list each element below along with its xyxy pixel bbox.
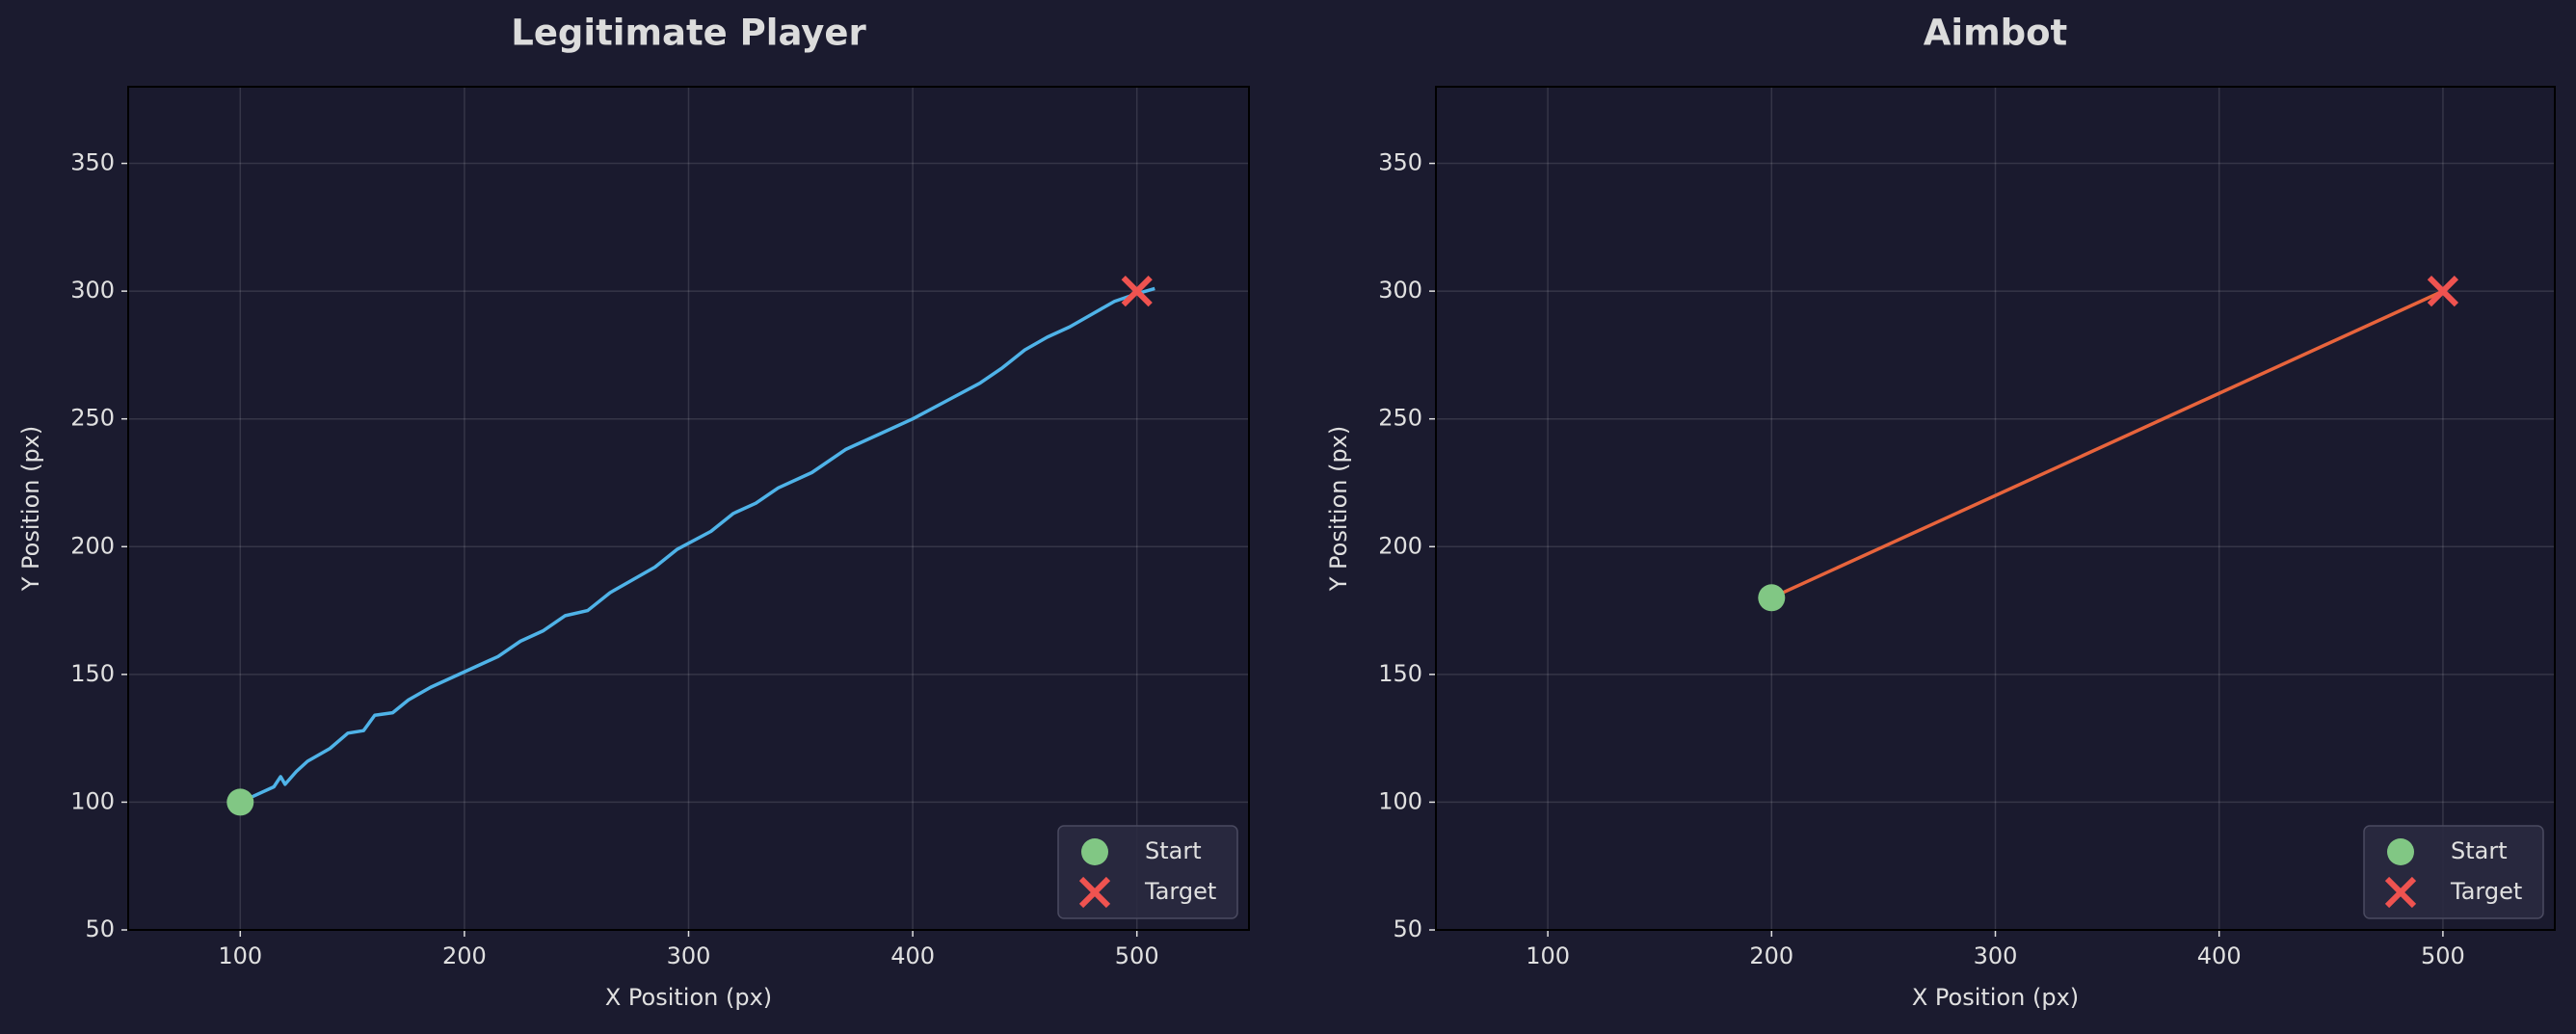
y-tick-label: 200 (1378, 532, 1422, 559)
x-tick-label: 200 (442, 942, 487, 969)
x-tick-label: 300 (667, 942, 711, 969)
plot-border (127, 86, 1250, 931)
chart-title: Legitimate Player (511, 13, 866, 54)
legend-marker (1081, 838, 1108, 865)
trajectory-line (239, 286, 1155, 805)
x-tick-label: 400 (2197, 942, 2242, 969)
trajectory-line (1770, 289, 2444, 599)
y-axis-label: Y Position (px) (1325, 426, 1352, 593)
target-marker (1121, 275, 1153, 307)
start-marker (226, 788, 254, 816)
target-marker (2427, 275, 2459, 307)
legend-label: Start (2451, 837, 2508, 864)
legend-marker (2384, 876, 2417, 909)
y-tick-label: 300 (70, 277, 115, 304)
y-tick-label: 100 (70, 787, 115, 814)
plot-background (128, 87, 1249, 930)
y-tick-label: 50 (85, 915, 115, 942)
x-tick-label: 100 (218, 942, 262, 969)
subplot: 100 200 300 400 500 50 100 150 200 250 300 350 Legit… (17, 13, 1250, 1011)
x-tick-label: 500 (1115, 942, 1159, 969)
legend-marker (1078, 876, 1111, 909)
plot-background (1436, 87, 2555, 930)
y-tick-label: 250 (1378, 405, 1422, 432)
subplot: 100 200 300 400 500 50 100 150 200 250 300 350 Aimbo… (1325, 13, 2556, 1011)
x-tick-label: 400 (890, 942, 935, 969)
y-tick-label: 100 (1378, 787, 1422, 814)
plot-border (1435, 86, 2556, 931)
y-tick-label: 300 (1378, 277, 1422, 304)
x-axis-label: X Position (px) (605, 984, 772, 1011)
chart-title: Aimbot (1924, 13, 2067, 54)
y-tick-label: 200 (70, 532, 115, 559)
x-tick-label: 300 (1974, 942, 2018, 969)
legend-label: Target (1144, 878, 1216, 905)
x-tick-label: 200 (1749, 942, 1793, 969)
legend-label: Target (2450, 878, 2522, 905)
y-axis-label: Y Position (px) (17, 426, 44, 593)
y-tick-label: 350 (70, 149, 115, 176)
x-axis-label: X Position (px) (1912, 984, 2079, 1011)
legend-marker (2387, 838, 2414, 865)
y-tick-label: 350 (1378, 149, 1422, 176)
y-tick-label: 50 (1393, 915, 1422, 942)
x-tick-label: 500 (2421, 942, 2465, 969)
legend-label: Start (1145, 837, 1202, 864)
y-tick-label: 150 (1378, 660, 1422, 687)
y-tick-label: 250 (70, 405, 115, 432)
start-marker (1758, 584, 1786, 612)
x-tick-label: 100 (1526, 942, 1570, 969)
y-tick-label: 150 (70, 660, 115, 687)
